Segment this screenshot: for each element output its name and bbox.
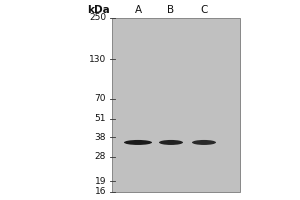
Text: 28: 28 — [94, 152, 106, 161]
Text: kDa: kDa — [88, 5, 110, 15]
Text: 130: 130 — [89, 55, 106, 64]
Text: 16: 16 — [94, 188, 106, 196]
Ellipse shape — [159, 140, 183, 145]
Text: B: B — [167, 5, 175, 15]
Text: 250: 250 — [89, 14, 106, 22]
Text: A: A — [134, 5, 142, 15]
Text: C: C — [200, 5, 208, 15]
Ellipse shape — [124, 140, 152, 145]
Ellipse shape — [192, 140, 216, 145]
Bar — [112, 18, 240, 192]
Text: 38: 38 — [94, 133, 106, 142]
Text: 51: 51 — [94, 114, 106, 123]
Text: 70: 70 — [94, 94, 106, 103]
Text: 19: 19 — [94, 177, 106, 186]
